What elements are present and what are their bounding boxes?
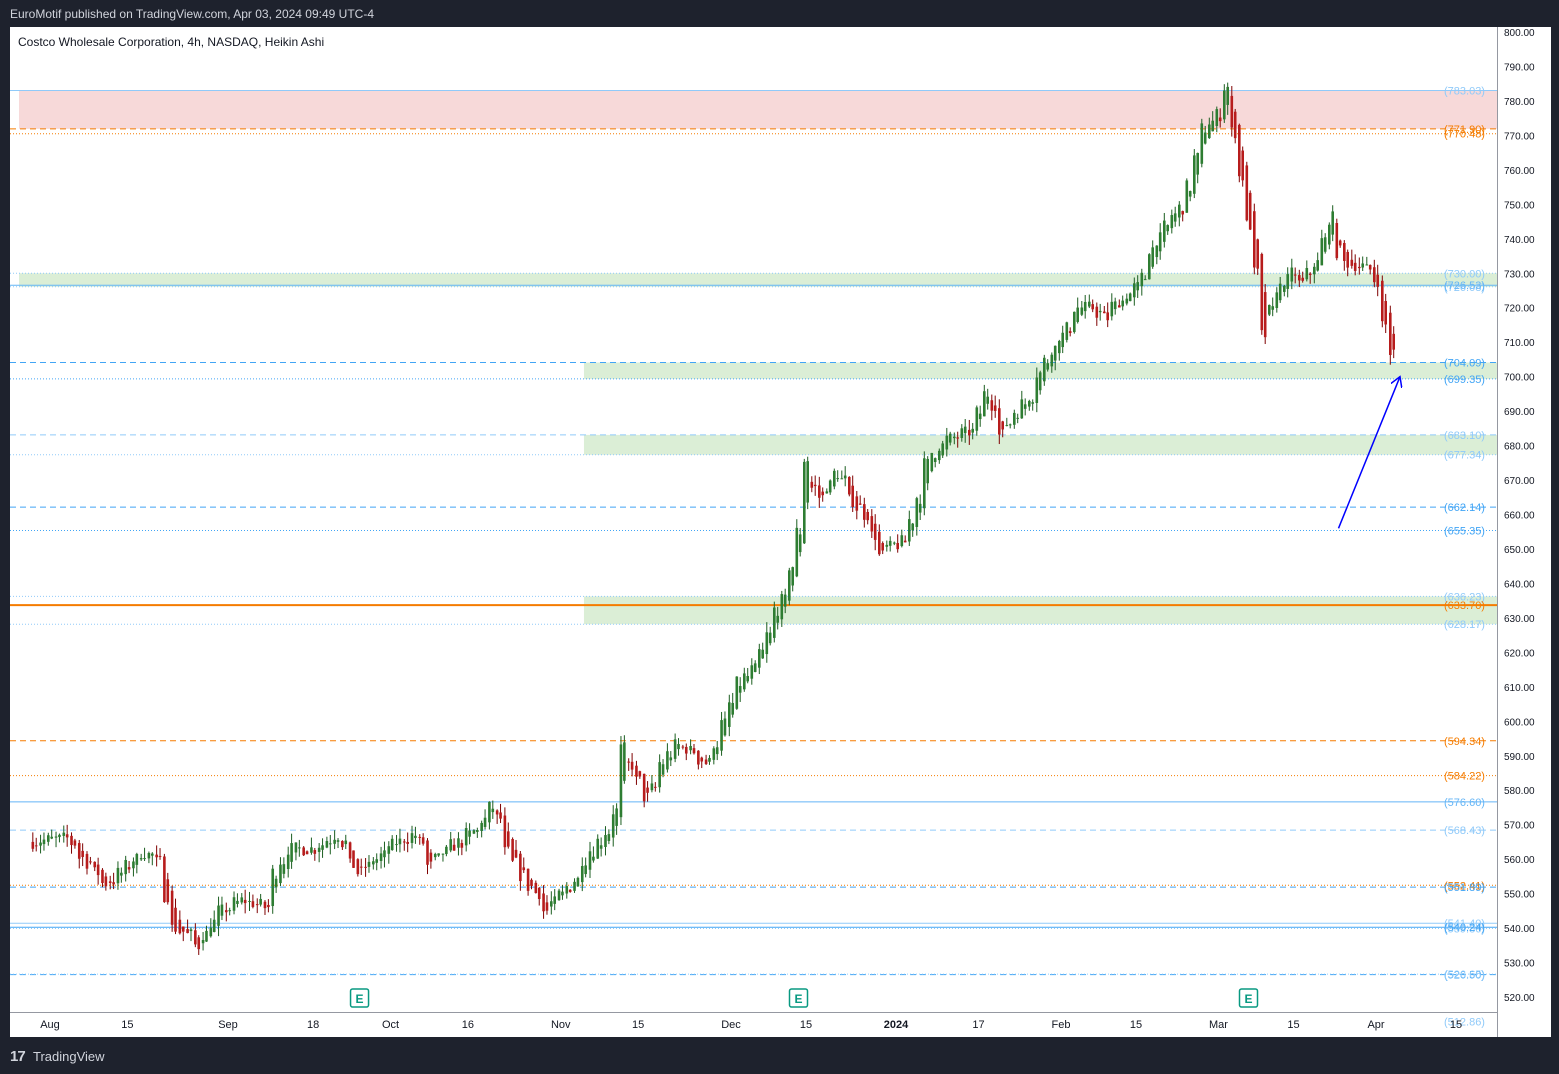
published-info: EuroMotif published on TradingView.com, … — [10, 7, 374, 21]
chart-title: Costco Wholesale Corporation, 4h, NASDAQ… — [18, 35, 325, 49]
tradingview-brand: TradingView — [33, 1049, 105, 1064]
tradingview-logo-icon: 17 — [10, 1048, 26, 1065]
publish-bar: EuroMotif published on TradingView.com, … — [0, 0, 1559, 28]
price-axis[interactable] — [1497, 27, 1551, 1037]
time-axis-border — [10, 1012, 1497, 1013]
chart-pane[interactable] — [10, 27, 1497, 1037]
